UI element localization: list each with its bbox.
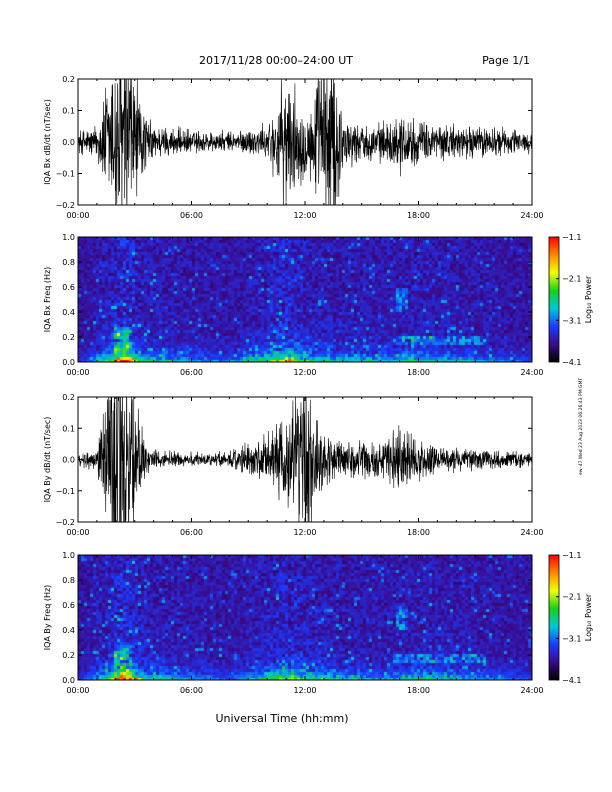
y-tick-label: 0.6 (62, 601, 75, 610)
x-tick-label: 24:00 (520, 211, 543, 220)
x-tick-label: 18:00 (407, 528, 430, 537)
panel-bx-spectrogram: 00:00 06:00 12:00 18:00 24:00 1.0 0.8 0.6 0.4 0.2… (43, 233, 544, 377)
x-tick-label: 00:00 (66, 528, 89, 537)
y-tick-label: −0.2 (56, 201, 75, 210)
y-tick-label: 0.4 (62, 308, 75, 317)
y-tick-label: 0.0 (62, 138, 75, 147)
y-axis-label: IQA By dB/dt (nT/sec) (43, 417, 52, 503)
x-tick-label: 00:00 (66, 211, 89, 220)
x-tick-label: 06:00 (180, 368, 203, 377)
colorbar-tick-label: −4.1 (562, 676, 581, 685)
x-tick-label: 12:00 (293, 686, 316, 695)
colorbar-label: Log₁₀ Power (584, 593, 593, 641)
x-tick-label: 24:00 (520, 368, 543, 377)
y-tick-label: 0.8 (62, 576, 75, 585)
x-axis-label: Universal Time (hh:mm) (216, 712, 349, 725)
y-tick-label: 0.2 (62, 651, 75, 660)
y-tick-label: 0.2 (62, 393, 75, 402)
colorbar-tick-label: −1.1 (562, 233, 581, 242)
y-tick-label: 1.0 (62, 551, 75, 560)
x-tick-label: 18:00 (407, 211, 430, 220)
colorbar-tick-label: −4.1 (562, 358, 581, 367)
colorbar-tick-label: −3.1 (562, 634, 581, 643)
y-tick-label: 0.0 (62, 456, 75, 465)
colorbar-scale (548, 236, 560, 363)
y-tick-label: −0.1 (56, 170, 75, 179)
y-tick-label: 0.0 (62, 676, 75, 685)
x-tick-label: 00:00 (66, 368, 89, 377)
colorbar-top: −1.1 −2.1 −3.1 −4.1 Log₁₀ Power (548, 233, 593, 367)
y-tick-label: 1.0 (62, 233, 75, 242)
page-number: Page 1/1 (482, 54, 530, 67)
y-axis-label: IQA Bx Freq (Hz) (43, 267, 52, 333)
y-tick-label: −0.1 (56, 487, 75, 496)
x-tick-label: 00:00 (66, 686, 89, 695)
colorbar-tick-label: −2.1 (562, 275, 581, 284)
colorbar-scale (548, 554, 560, 681)
x-tick-label: 24:00 (520, 528, 543, 537)
y-tick-label: 0.2 (62, 75, 75, 84)
y-tick-label: 0.6 (62, 283, 75, 292)
colorbar-tick-label: −3.1 (562, 316, 581, 325)
waveform-trace (78, 79, 532, 205)
x-tick-label: 12:00 (293, 211, 316, 220)
y-tick-label: 0.0 (62, 358, 75, 367)
x-tick-label: 06:00 (180, 211, 203, 220)
panel-bx-waveform: 00:00 06:00 12:00 18:00 24:00 0.2 0.1 0.0 −0.1 −0… (43, 75, 544, 220)
y-tick-label: 0.2 (62, 333, 75, 342)
panel-by-spectrogram: 00:00 06:00 12:00 18:00 24:00 1.0 0.8 0.6 0.4 0.2… (43, 551, 544, 695)
x-tick-label: 18:00 (407, 686, 430, 695)
spectrogram-image (78, 237, 532, 362)
y-tick-label: 0.8 (62, 258, 75, 267)
y-axis-label: IQA Bx dB/dt (nT/sec) (43, 99, 52, 185)
x-tick-label: 12:00 (293, 368, 316, 377)
spectrogram-image (78, 555, 532, 680)
x-tick-label: 12:00 (293, 528, 316, 537)
y-tick-label: 0.4 (62, 626, 75, 635)
waveform-trace (78, 397, 532, 522)
colorbar-tick-label: −2.1 (562, 593, 581, 602)
x-tick-label: 06:00 (180, 686, 203, 695)
colorbar-tick-label: −1.1 (562, 551, 581, 560)
y-tick-label: 0.1 (62, 424, 75, 433)
colorbar-bottom: −1.1 −2.1 −3.1 −4.1 Log₁₀ Power (548, 551, 593, 685)
colorbar-label: Log₁₀ Power (584, 275, 593, 323)
panel-by-waveform: 00:00 06:00 12:00 18:00 24:00 0.2 0.1 0.0 −0.1 −0… (43, 393, 544, 537)
side-stamp: ew–47 Wed 23 Aug 2023 06:26:43 PM GMT (578, 378, 584, 475)
x-tick-label: 06:00 (180, 528, 203, 537)
x-tick-label: 24:00 (520, 686, 543, 695)
y-axis-label: IQA By Freq (Hz) (43, 585, 52, 651)
y-tick-label: 0.1 (62, 107, 75, 116)
y-tick-label: −0.2 (56, 518, 75, 527)
x-tick-label: 18:00 (407, 368, 430, 377)
page-title: 2017/11/28 00:00–24:00 UT (199, 54, 353, 67)
